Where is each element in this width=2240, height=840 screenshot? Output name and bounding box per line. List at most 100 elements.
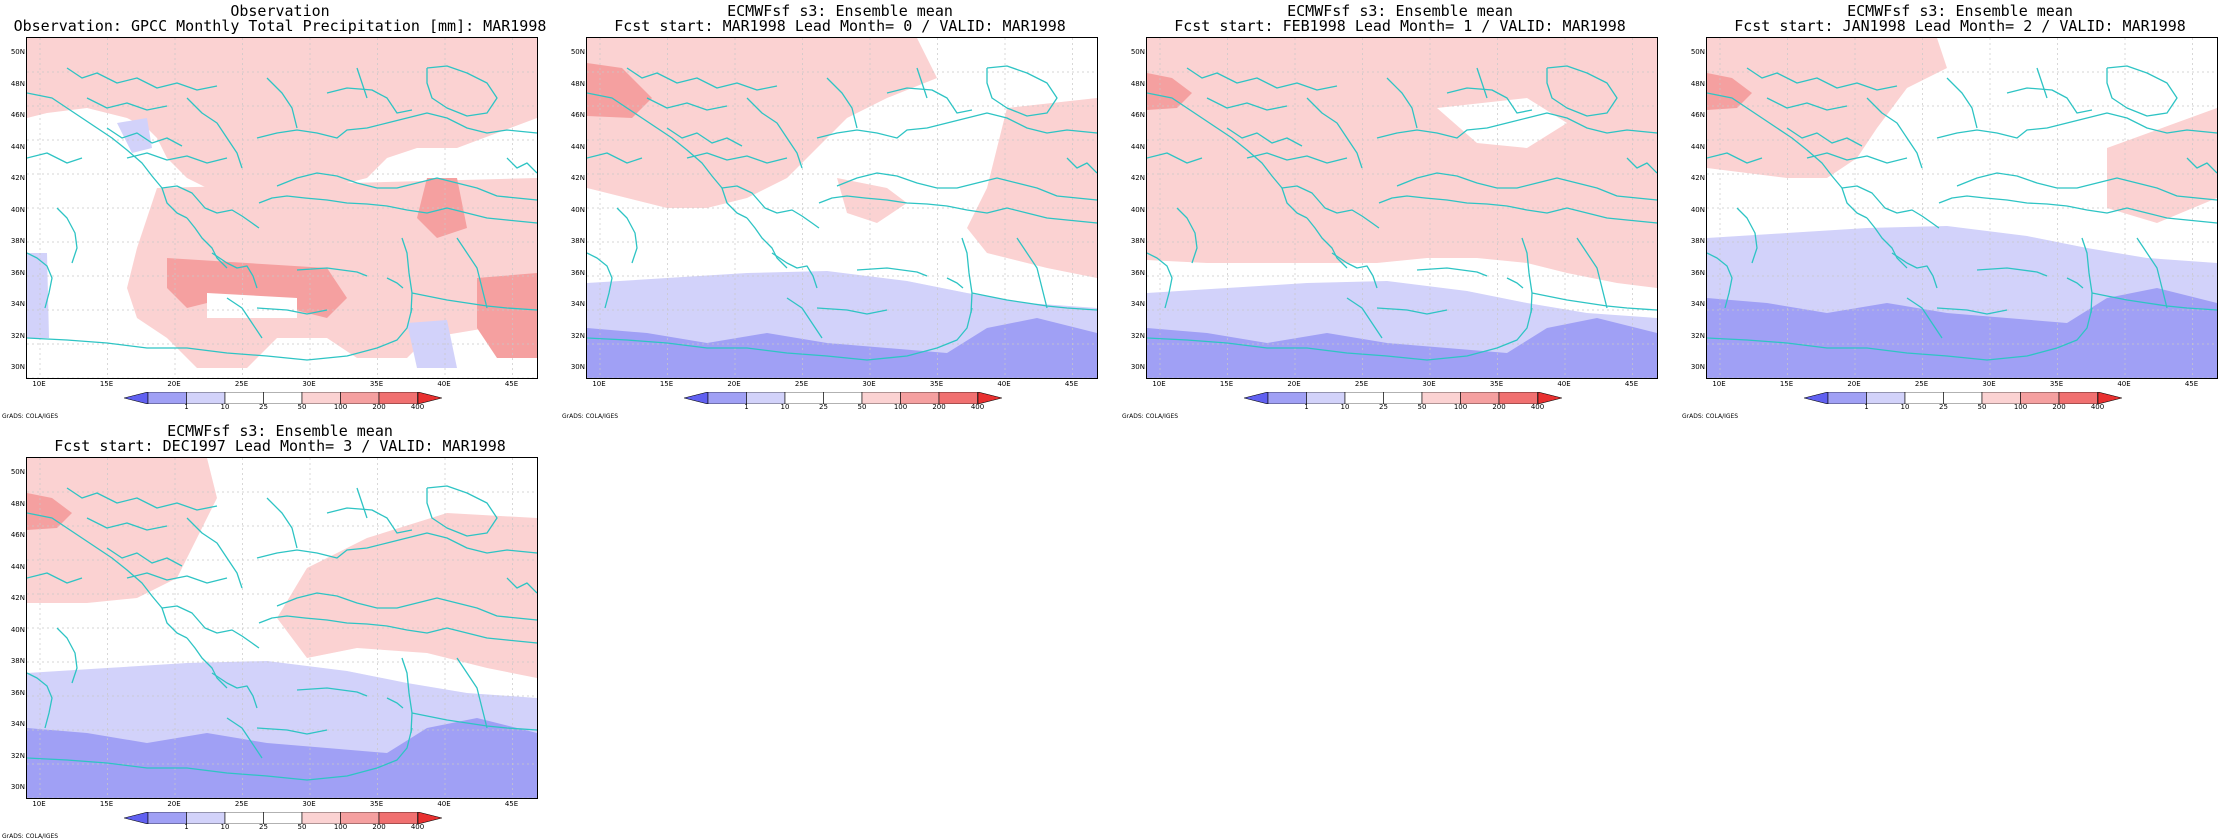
- coastline: [1906, 297, 1943, 339]
- lon-tick-label: 30E: [1982, 380, 1996, 388]
- colorbar-label: 10: [220, 823, 230, 831]
- lon-tick-label: 40E: [1557, 380, 1571, 388]
- colorbar-arrow-left: [123, 811, 149, 825]
- lon-tick-label: 30E: [1422, 380, 1436, 388]
- colorbar-label: 25: [259, 823, 268, 831]
- coastline: [686, 152, 788, 164]
- coastline: [126, 572, 228, 584]
- coastline: [1576, 237, 1608, 309]
- lat-tick-label: 48N: [1130, 79, 1145, 88]
- lat-tick-label: 44N: [570, 142, 585, 151]
- coastline: [816, 112, 1097, 139]
- coastline: [2091, 292, 2217, 311]
- coastline: [1707, 307, 2093, 361]
- coastline: [356, 67, 368, 99]
- panel-subtitle: Fcst start: DEC1997 Lead Month= 3 / VALI…: [54, 437, 506, 455]
- coastline: [1746, 67, 1898, 91]
- map-panel-obs: Observation Observation: GPCC Monthly Tot…: [0, 0, 560, 421]
- coastline: [27, 92, 188, 219]
- coastline: [986, 65, 1058, 117]
- colorbar-label: 1: [1304, 403, 1309, 411]
- coastline: [916, 67, 928, 99]
- panel-subtitle: Observation: GPCC Monthly Total Precipit…: [13, 17, 547, 35]
- lat-tick-label: 36N: [1130, 268, 1145, 277]
- colorbar-label: 200: [2052, 403, 2066, 411]
- coastline: [86, 517, 168, 531]
- coastline: [818, 195, 1097, 224]
- lat-tick-label: 30N: [1690, 363, 1705, 371]
- lat-tick-label: 48N: [10, 499, 25, 508]
- coastline: [1938, 195, 2217, 224]
- colorbar-arrow-right: [417, 391, 443, 405]
- coastline: [276, 172, 537, 201]
- colorbar-label: 400: [1530, 403, 1545, 411]
- lat-tick-label: 44N: [10, 562, 25, 571]
- lat-tick-label: 34N: [1690, 300, 1705, 308]
- lat-tick-label: 30N: [570, 363, 585, 371]
- lon-tick-label: 10E: [32, 380, 46, 388]
- lon-tick-label: 25E: [1914, 380, 1929, 388]
- coastline: [1476, 67, 1488, 99]
- colorbar-label: 10: [780, 403, 790, 411]
- colorbar-label: 10: [220, 403, 230, 411]
- lon-tick-label: 40E: [997, 380, 1011, 388]
- lat-tick-label: 46N: [10, 531, 25, 539]
- colorbar-label: 50: [857, 403, 867, 411]
- coastline: [1521, 237, 1533, 314]
- precip-area-neg2: [1707, 288, 2217, 378]
- grads-credit: GrADS: COLA/IGES: [2, 413, 59, 420]
- panel-subtitle: Fcst start: FEB1998 Lead Month= 1 / VALI…: [1174, 17, 1626, 35]
- coastline: [56, 207, 78, 264]
- coastline: [126, 152, 228, 164]
- coastline: [106, 127, 183, 147]
- coastline: [186, 517, 243, 589]
- coastline: [401, 237, 413, 314]
- coastline: [2006, 87, 2093, 114]
- coastline: [356, 487, 368, 519]
- colorbar-label: 50: [1417, 403, 1427, 411]
- lon-tick-label: 35E: [2049, 380, 2064, 388]
- lat-tick-label: 34N: [10, 300, 25, 308]
- colorbar-label: 25: [819, 403, 828, 411]
- colorbar-label: 10: [1900, 403, 1910, 411]
- coastline: [666, 127, 743, 147]
- coastline: [1226, 127, 1303, 147]
- lon-tick-label: 15E: [99, 380, 114, 388]
- lon-tick-label: 25E: [234, 380, 249, 388]
- panel-title: ECMWFsf s3: Ensemble mean: [1287, 2, 1513, 20]
- coastline: [256, 307, 328, 315]
- lon-tick-label: 40E: [2117, 380, 2131, 388]
- coastline: [226, 297, 263, 339]
- map-svg: [27, 458, 537, 798]
- coastline: [1866, 217, 1908, 269]
- lat-tick-label: 42N: [1690, 174, 1705, 182]
- coastline: [1936, 112, 2217, 139]
- lat-tick-label: 30N: [10, 783, 25, 791]
- colorbar-arrow-right: [977, 391, 1003, 405]
- coastline: [786, 297, 823, 339]
- grads-credit: GrADS: COLA/IGES: [562, 413, 619, 420]
- lon-tick-label: 15E: [99, 800, 114, 808]
- map-panel-lead2: ECMWFsf s3: Ensemble mean Fcst start: JAN…: [1680, 0, 2240, 420]
- coastline: [27, 672, 53, 729]
- coastline: [426, 65, 498, 117]
- lat-tick-label: 36N: [1690, 268, 1705, 277]
- coastline: [27, 152, 83, 164]
- coastline: [1066, 157, 1097, 174]
- lat-tick-label: 42N: [570, 174, 585, 182]
- precip-area-neg2: [587, 318, 1097, 378]
- map-svg: [1147, 38, 1657, 378]
- lat-tick-label: 50N: [10, 468, 25, 476]
- lat-tick-label: 36N: [10, 688, 25, 697]
- coastline: [2036, 67, 2048, 99]
- coastline: [1841, 185, 1940, 229]
- lat-tick-label: 40N: [1690, 205, 1705, 214]
- panel-title: ECMWFsf s3: Ensemble mean: [1847, 2, 2073, 20]
- colorbar-label: 200: [1492, 403, 1506, 411]
- colorbar-label: 25: [259, 403, 268, 411]
- precip-area-pos1: [837, 178, 907, 223]
- lon-tick-label: 10E: [1712, 380, 1726, 388]
- lat-tick-label: 42N: [1130, 174, 1145, 182]
- coastline: [256, 727, 328, 735]
- lon-tick-label: 30E: [302, 380, 316, 388]
